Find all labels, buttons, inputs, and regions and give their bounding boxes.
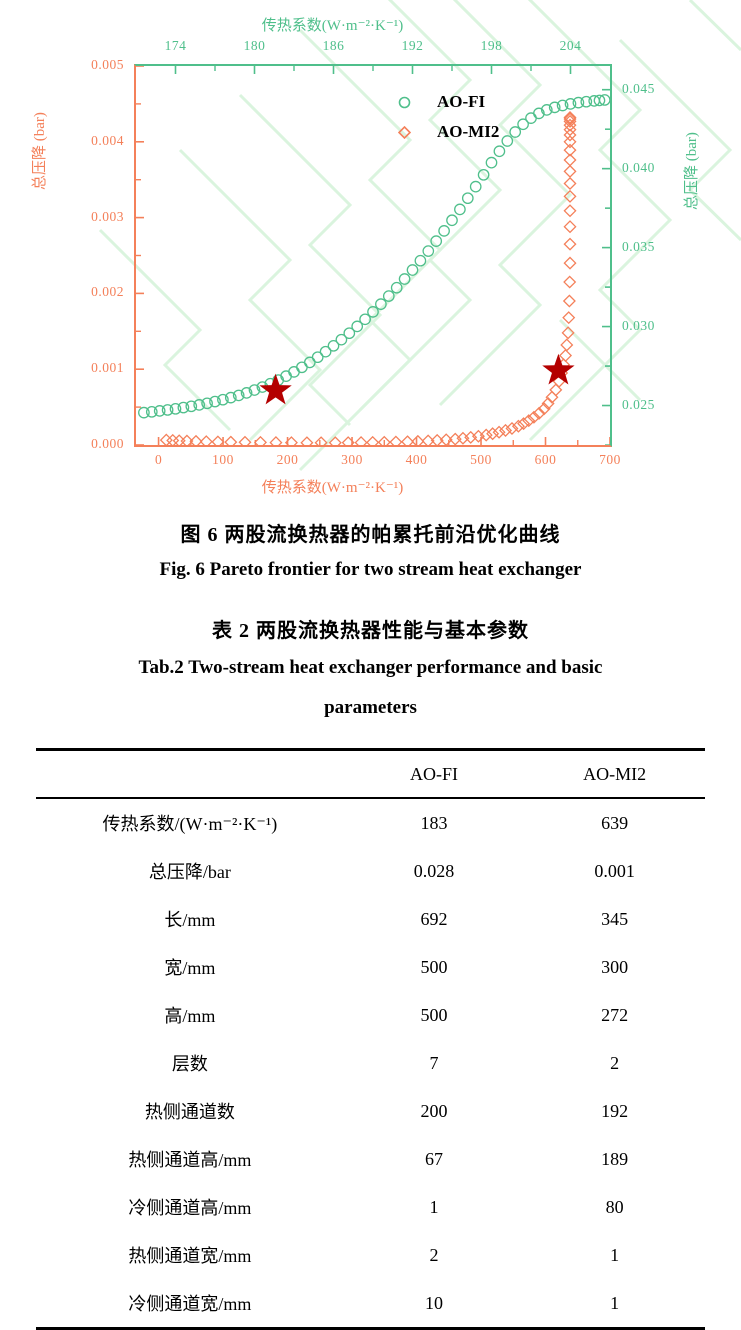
- left-tick-5: 0.005: [91, 57, 124, 72]
- bottom-tick-400: 400: [405, 452, 428, 467]
- right-tick-2: 0.035: [622, 238, 655, 254]
- table-cell-param: 层数: [171, 1054, 208, 1074]
- right-tick-3: 0.040: [622, 159, 655, 175]
- figure-caption-en: Fig. 6 Pareto frontier for two stream he…: [159, 559, 582, 580]
- table-cell-ao-mi2: 0.001: [594, 860, 635, 881]
- bottom-tick-500: 500: [470, 452, 492, 467]
- table-row: 长/mm 692 345: [36, 895, 705, 943]
- table-caption-en-l1: Tab.2 Two-stream heat exchanger performa…: [138, 657, 603, 678]
- bottom-axis-label: 传热系数(W·m⁻²·K⁻¹): [261, 480, 404, 496]
- table-cell-ao-fi: 67: [425, 1148, 444, 1169]
- table-cell-ao-fi: 1: [429, 1196, 439, 1217]
- table-cell-ao-mi2: 189: [601, 1148, 629, 1169]
- table-cell-param: 长/mm: [164, 910, 216, 930]
- right-tick-4: 0.045: [622, 80, 655, 96]
- right-axis-label: 总压降 (bar): [684, 132, 700, 210]
- table-cell-param: 传热系数/(W·m⁻²·K⁻¹): [102, 814, 278, 834]
- table-cell-ao-fi: 200: [420, 1100, 448, 1121]
- table-row: 热侧通道宽/mm 2 1: [36, 1231, 705, 1279]
- top-tick-192: 192: [401, 38, 424, 53]
- circle-marker-icon: [398, 96, 411, 108]
- left-tick-1: 0.001: [91, 360, 124, 376]
- table-cell-param: 总压降/bar: [148, 862, 231, 882]
- table-cell-ao-fi: 500: [420, 1004, 448, 1025]
- top-tick-204: 204: [559, 38, 582, 53]
- table-cell-ao-mi2: 300: [601, 956, 629, 977]
- star-marker-ao-fi: [259, 373, 292, 405]
- left-tick-4: 0.004: [91, 132, 124, 148]
- table-row: 热侧通道数 200 192: [36, 1087, 705, 1135]
- star-marker-ao-mi2: [542, 353, 575, 385]
- bottom-tick-200: 200: [276, 452, 299, 467]
- table-row: 冷侧通道高/mm 1 80: [36, 1183, 705, 1231]
- table-cell-param: 冷侧通道宽/mm: [36, 1279, 344, 1330]
- legend-item-ao-fi: AO-FI: [398, 92, 485, 112]
- table-row: 总压降/bar 0.028 0.001: [36, 847, 705, 895]
- table-cell-param: 热侧通道数: [144, 1102, 235, 1122]
- bottom-tick-600: 600: [534, 452, 557, 467]
- table-caption-cn: 表 2 两股流换热器性能与基本参数: [212, 620, 529, 642]
- left-tick-0: 0.000: [91, 436, 124, 451]
- series-ao-mi2: [159, 111, 577, 445]
- right-tick-0: 0.025: [622, 396, 655, 412]
- table-cell-param: 热侧通道高/mm: [128, 1150, 252, 1170]
- table-cell-param: 热侧通道宽/mm: [128, 1246, 252, 1266]
- table-cell-ao-fi: 500: [420, 956, 448, 977]
- table-header-ao-mi2: AO-MI2: [524, 749, 705, 799]
- left-tick-3: 0.003: [91, 208, 124, 224]
- table-caption-en-l2: parameters: [324, 697, 417, 718]
- top-tick-186: 186: [322, 38, 345, 53]
- table-cell-param: 冷侧通道高/mm: [128, 1198, 252, 1218]
- left-tick-2: 0.002: [91, 284, 124, 300]
- table-cell-ao-mi2: 2: [610, 1052, 620, 1073]
- table-cell-ao-fi: 183: [420, 812, 448, 833]
- figure-panel: 传热系数(W·m⁻²·K⁻¹) 传热系数(W·m⁻²·K⁻¹) 总压降 (bar…: [0, 0, 741, 505]
- top-tick-180: 180: [243, 38, 266, 53]
- table-cell-ao-fi: 10: [343, 1279, 525, 1330]
- plot-area: [134, 64, 612, 447]
- bottom-tick-100: 100: [212, 452, 234, 467]
- table-cell-ao-fi: 692: [420, 908, 448, 929]
- table-cell-ao-mi2: 1: [610, 1244, 620, 1265]
- figure-caption-cn: 图 6 两股流换热器的帕累托前沿优化曲线: [180, 524, 561, 546]
- table-cell-ao-mi2: 192: [601, 1100, 629, 1121]
- top-tick-174: 174: [164, 38, 187, 53]
- legend-label-ao-fi: AO-FI: [437, 92, 486, 111]
- left-axis-label: 总压降 (bar): [32, 112, 48, 190]
- table-row: 冷侧通道宽/mm 10 1: [36, 1279, 705, 1330]
- legend-label-ao-mi2: AO-MI2: [437, 122, 500, 141]
- parameters-table: AO-FI AO-MI2 传热系数/(W·m⁻²·K⁻¹) 183 639 总压降/b…: [36, 748, 705, 1330]
- diamond-marker-icon: [398, 125, 411, 139]
- table-cell-ao-fi: 2: [429, 1244, 439, 1265]
- table-row: 层数 7 2: [36, 1039, 705, 1087]
- table-cell-param: 高/mm: [164, 1006, 216, 1026]
- bottom-tick-300: 300: [341, 452, 363, 467]
- table-cell-ao-mi2: 80: [605, 1196, 624, 1217]
- table-cell-ao-fi: 7: [429, 1052, 439, 1073]
- top-tick-198: 198: [480, 38, 503, 53]
- right-tick-1: 0.030: [622, 317, 655, 333]
- table-row: 高/mm 500 272: [36, 991, 705, 1039]
- table-body: 传热系数/(W·m⁻²·K⁻¹) 183 639 总压降/bar 0.028 0.001 长…: [36, 798, 705, 1330]
- table-cell-ao-mi2: 345: [601, 908, 629, 929]
- table-header-ao-fi: AO-FI: [343, 749, 525, 799]
- bottom-tick-700: 700: [599, 452, 621, 467]
- table-cell-ao-mi2: 272: [601, 1004, 629, 1025]
- series-ao-fi: [138, 94, 610, 419]
- table-row: 热侧通道高/mm 67 189: [36, 1135, 705, 1183]
- table-cell-ao-mi2: 1: [524, 1279, 705, 1330]
- plot-series-canvas: [136, 66, 610, 445]
- bottom-tick-0: 0: [154, 452, 163, 467]
- table-row: 宽/mm 500 300: [36, 943, 705, 991]
- table-cell-param: 宽/mm: [164, 958, 216, 978]
- table-cell-ao-mi2: 639: [601, 812, 629, 833]
- table-row: 传热系数/(W·m⁻²·K⁻¹) 183 639: [36, 798, 705, 847]
- table-header-param: [36, 749, 344, 799]
- top-axis-label: 传热系数(W·m⁻²·K⁻¹): [261, 18, 404, 34]
- table-cell-ao-fi: 0.028: [413, 860, 455, 881]
- legend-item-ao-mi2: AO-MI2: [398, 122, 499, 142]
